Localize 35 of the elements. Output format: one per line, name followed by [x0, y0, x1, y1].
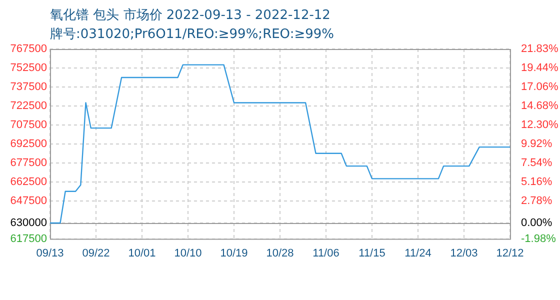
x-tick-label: 09/13 [36, 247, 64, 260]
y-tick-label: 630000 [10, 217, 47, 230]
y2-tick-label: 12.30% [521, 119, 559, 131]
y2-tick-label: 17.06% [521, 81, 559, 94]
y2-tick-label: 14.68% [521, 100, 559, 112]
y2-tick-label: 7.54% [521, 156, 552, 169]
x-tick-label: 11/24 [404, 247, 432, 260]
y-tick-label: 752500 [10, 62, 47, 74]
x-tick-label: 12/03 [450, 247, 478, 260]
y-tick-label: 617500 [10, 232, 47, 245]
y-tick-label: 677500 [10, 156, 47, 169]
y-tick-label: 662500 [10, 176, 47, 188]
x-tick-label: 11/06 [312, 247, 340, 260]
y2-tick-label: 21.83% [521, 43, 559, 56]
y2-tick-label: 9.92% [521, 138, 552, 150]
x-tick-label: 09/22 [82, 247, 110, 260]
chart-subtitle: 牌号:031020;Pr6O11/REO:≥99%;REO:≥99% [50, 26, 334, 43]
x-tick-label: 11/15 [358, 247, 386, 260]
x-tick-label: 12/12 [496, 247, 524, 260]
x-tick-label: 10/01 [128, 247, 156, 260]
y-tick-label: 692500 [10, 138, 47, 150]
y-tick-label: 647500 [10, 194, 47, 207]
x-tick-label: 10/28 [266, 247, 294, 260]
y-tick-label: 722500 [10, 100, 47, 112]
y2-tick-label: 5.16% [521, 176, 552, 188]
chart-title: 氧化镨 包头 市场价 2022-09-13 - 2022-12-12 [50, 7, 330, 24]
x-tick-label: 10/10 [174, 247, 202, 260]
y2-tick-label: 0.00% [521, 217, 552, 230]
y2-tick-label: 19.44% [521, 62, 559, 74]
y-tick-label: 707500 [10, 118, 47, 131]
y2-tick-label: -1.98% [521, 232, 556, 245]
x-tick-label: 10/19 [220, 247, 248, 260]
y-tick-label: 767500 [10, 43, 47, 56]
y2-tick-label: 2.78% [521, 194, 552, 207]
y-tick-label: 737500 [10, 80, 47, 93]
